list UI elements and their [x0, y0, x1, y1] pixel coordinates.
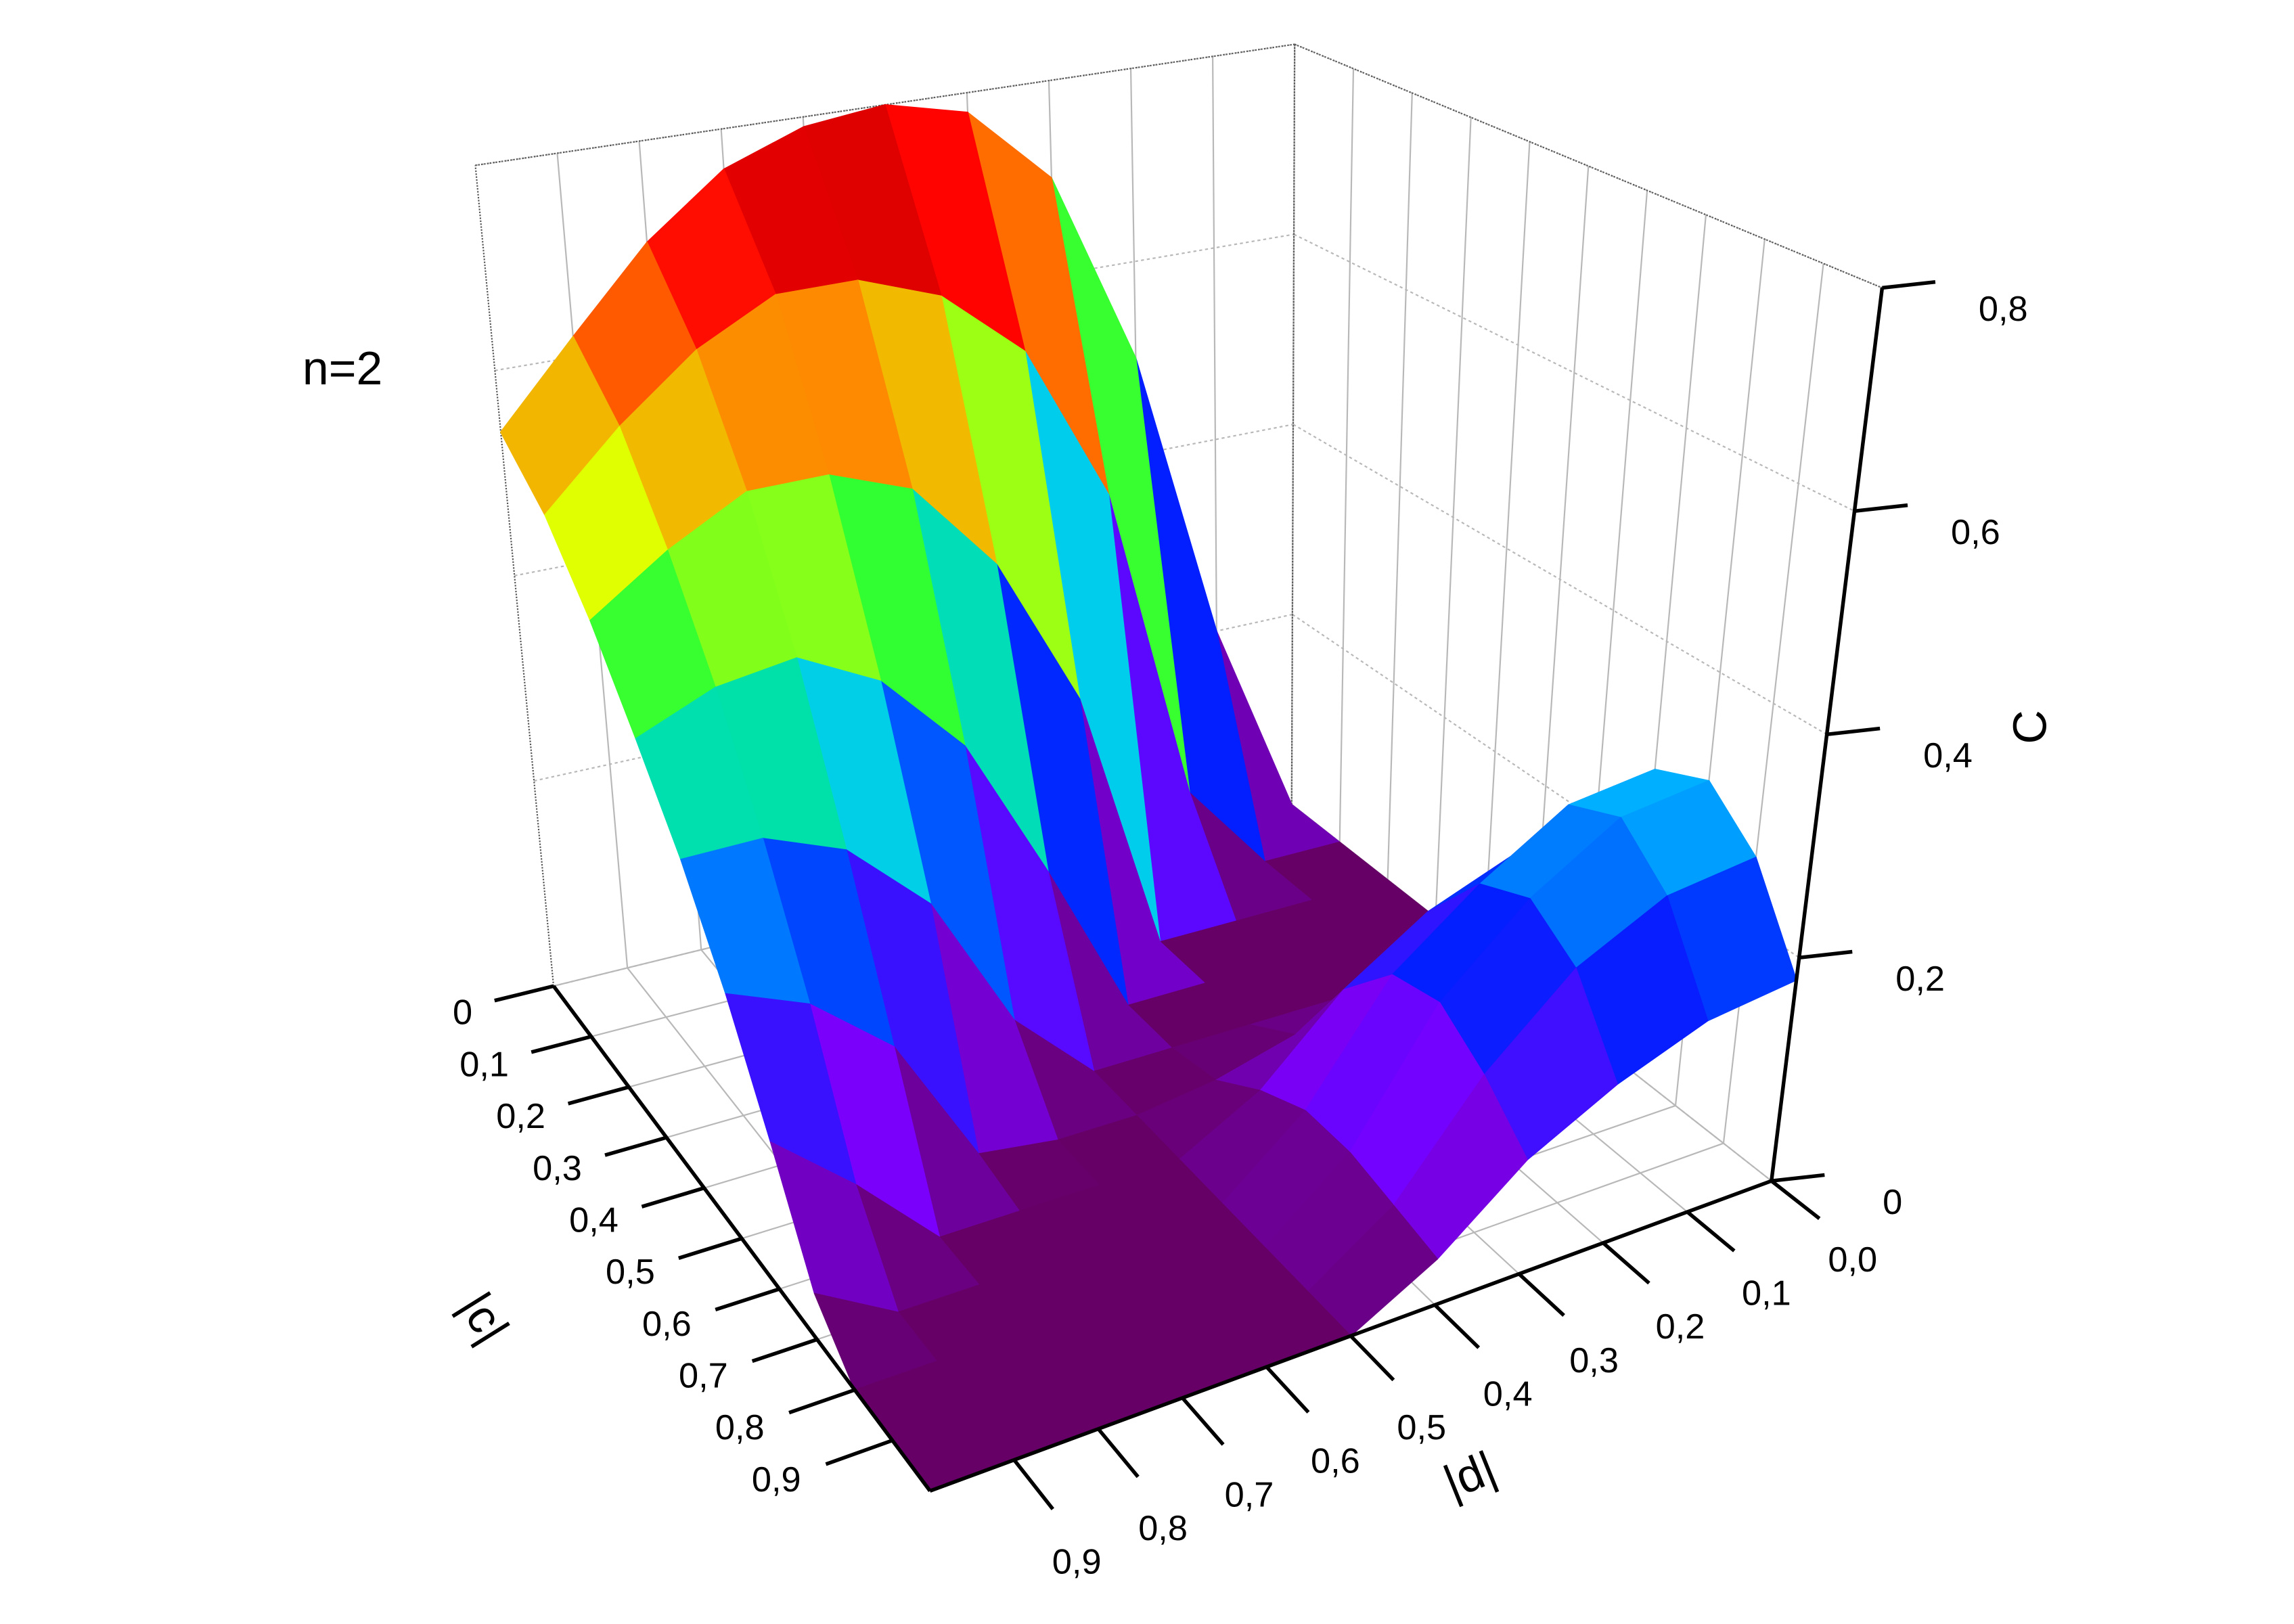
- y-axis-title: |d|: [1436, 1441, 1503, 1508]
- y-tick: [1181, 1397, 1225, 1446]
- x-tick-label: 0,8: [715, 1408, 765, 1447]
- y-tick: [1096, 1427, 1140, 1479]
- x-tick: [531, 1035, 592, 1054]
- y-tick-label: 0,0: [1828, 1240, 1877, 1280]
- x-tick-label: 0,9: [752, 1460, 801, 1499]
- wall-grid-line: [1483, 141, 1531, 955]
- x-tick: [715, 1287, 780, 1312]
- plot-area: 0 0,1 0,2 0,3 0,4 0,5 0,6 0,7 0,8 0,9 0,0 0,1 0,2 0,3…: [302, 43, 2056, 1581]
- annotation: n=2: [302, 342, 382, 394]
- x-tick: [641, 1186, 705, 1209]
- x-tick: [494, 984, 554, 1003]
- z-tick-label: 0,4: [1923, 736, 1973, 775]
- wall-grid-line: [495, 233, 1295, 371]
- surface: [500, 104, 1797, 1492]
- z-tick: [1771, 1173, 1825, 1183]
- z-axis-line: [1770, 288, 1885, 1181]
- z-tick: [1799, 949, 1853, 960]
- y-tick-label: 0,9: [1052, 1542, 1102, 1581]
- x-tick: [751, 1337, 818, 1363]
- y-tick-label: 0,2: [1656, 1307, 1705, 1347]
- wall-grid-line: [1292, 424, 1828, 736]
- x-tick-label: 0,5: [606, 1253, 655, 1292]
- y-tick: [1686, 1210, 1736, 1253]
- x-axis-title: |c|: [449, 1283, 520, 1352]
- y-tick-label: 0,6: [1311, 1442, 1360, 1481]
- x-tick: [678, 1236, 743, 1260]
- x-tick: [604, 1135, 667, 1157]
- y-tick: [1517, 1272, 1565, 1317]
- y-tick-label: 0,5: [1397, 1408, 1446, 1447]
- x-tick: [567, 1085, 630, 1106]
- x-tick-label: 0,4: [569, 1200, 619, 1240]
- y-tick: [1602, 1241, 1650, 1285]
- wall-grid-line: [1293, 233, 1855, 512]
- z-tick: [1854, 503, 1908, 514]
- z-tick-label: 0,2: [1895, 960, 1945, 999]
- z-tick-label: 0,6: [1951, 513, 2000, 552]
- x-tick-label: 0: [453, 993, 472, 1033]
- y-tick-label: 0,8: [1138, 1509, 1188, 1548]
- z-tick-label: 0,8: [1979, 290, 2028, 329]
- wall-grid-line: [1387, 93, 1413, 880]
- z-tick-label: 0: [1883, 1183, 1902, 1222]
- x-tick-label: 0,1: [459, 1045, 509, 1084]
- x-tick-label: 0,6: [642, 1305, 692, 1344]
- y-tick-label: 0,7: [1225, 1475, 1274, 1514]
- x-tick-label: 0,2: [496, 1097, 545, 1136]
- y-tick-label: 0,4: [1483, 1374, 1533, 1414]
- y-tick-label: 0,1: [1742, 1274, 1791, 1313]
- z-axis-title: C: [2003, 710, 2056, 744]
- z-tick: [1882, 279, 1936, 290]
- x-tick: [825, 1439, 893, 1466]
- x-tick: [788, 1388, 855, 1415]
- x-tick-label: 0,7: [679, 1357, 728, 1396]
- box-edge: [1294, 43, 1883, 289]
- z-tick: [1826, 726, 1881, 737]
- y-tick: [1433, 1303, 1481, 1349]
- y-tick: [1770, 1179, 1821, 1220]
- y-tick-label: 0,3: [1569, 1341, 1619, 1380]
- y-tick: [1349, 1334, 1395, 1382]
- y-tick: [1012, 1458, 1054, 1510]
- y-tick: [1265, 1366, 1310, 1414]
- x-tick-label: 0,3: [533, 1149, 582, 1188]
